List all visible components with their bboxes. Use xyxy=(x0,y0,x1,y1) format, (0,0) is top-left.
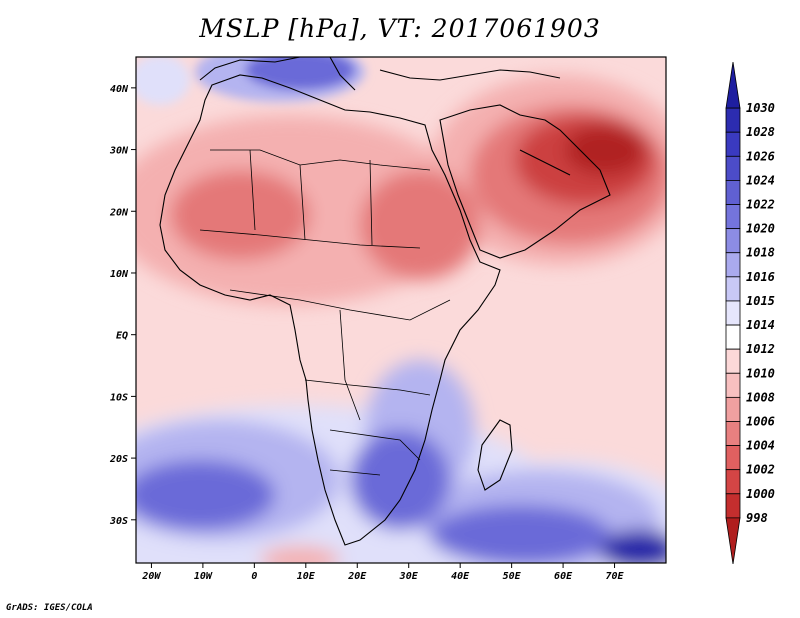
colorbar-level-label: 1010 xyxy=(746,366,775,380)
lat-tick-label: 40N xyxy=(110,84,129,95)
colorbar-swatch xyxy=(725,107,741,133)
colorbar-level-label: 1028 xyxy=(746,125,775,139)
coastlines xyxy=(159,57,611,546)
lat-tick-label: 20N xyxy=(109,207,129,218)
colorbar-swatch xyxy=(725,396,741,422)
colorbar-level-label: 1015 xyxy=(746,294,775,308)
colorbar: 1030 1028 1026 1024 1022 1020 1018 1016 1015 1014… xyxy=(725,61,775,565)
colorbar-swatch xyxy=(725,131,741,157)
lon-tick-label: 10W xyxy=(194,571,213,582)
map-frame xyxy=(135,56,667,564)
lon-tick-label: 30E xyxy=(399,571,419,582)
lon-tick-label: 70E xyxy=(606,571,625,582)
colorbar-level-label: 1026 xyxy=(746,149,775,163)
colorbar-swatch xyxy=(725,348,741,374)
footer-credit: GrADS: IGES/COLA xyxy=(6,603,93,613)
lon-tick-label: 0 xyxy=(251,571,257,582)
longitude-axis: 20W 10W 0 10E 20E 30E 40E 50E 60E 70E xyxy=(141,563,625,582)
lat-tick-label: 30N xyxy=(109,146,129,157)
field-indian-core xyxy=(430,505,610,563)
colorbar-level-label: 1022 xyxy=(746,198,775,212)
colorbar-level-label: 1002 xyxy=(746,463,775,477)
colorbar-level-label: 1030 xyxy=(746,101,775,115)
field-sahel-low xyxy=(170,170,310,260)
field-iran-low-core xyxy=(565,125,645,175)
latitude-axis: 40N 30N 20N 10N EQ 10S 20S 30S xyxy=(109,84,136,527)
field-southern-africa-high xyxy=(350,430,450,530)
lat-tick-label: 10S xyxy=(110,392,128,403)
field-cape-low-patch xyxy=(260,546,340,563)
colorbar-swatch xyxy=(725,252,741,278)
colorbar-level-label: 1018 xyxy=(746,246,775,260)
lat-tick-label: 20S xyxy=(109,454,128,465)
lon-tick-label: 50E xyxy=(503,571,522,582)
colorbar-swatch xyxy=(725,493,741,519)
colorbar-level-label: 1020 xyxy=(746,222,775,236)
lat-tick-label: 10N xyxy=(110,269,129,280)
lon-tick-label: 20E xyxy=(347,571,367,582)
persian-gulf xyxy=(519,149,571,176)
colorbar-swatch xyxy=(725,228,741,254)
colorbar-level-label: 1006 xyxy=(746,414,775,428)
colorbar-swatch xyxy=(725,372,741,398)
lat-tick-label: EQ xyxy=(116,331,128,342)
madagascar-coastline xyxy=(477,419,513,491)
lon-tick-label: 10E xyxy=(297,571,316,582)
lat-tick-label: 30S xyxy=(109,516,128,527)
field-atlantic-high-north xyxy=(136,57,190,105)
arabia-coastline xyxy=(439,104,611,259)
colorbar-swatch xyxy=(725,180,741,205)
colorbar-swatch xyxy=(725,276,741,302)
colorbar-swatch xyxy=(725,155,741,181)
map-title: MSLP [hPa], VT: 2017061903 xyxy=(199,14,601,43)
colorbar-level-label: 1000 xyxy=(746,487,775,501)
colorbar-swatch xyxy=(725,204,741,230)
field-sudan-low xyxy=(360,170,480,280)
colorbar-swatch xyxy=(725,469,741,495)
pressure-field xyxy=(136,57,666,563)
europe-coastline xyxy=(199,57,561,91)
field-south-atlantic-core xyxy=(136,460,275,530)
colorbar-level-label: 1024 xyxy=(746,173,775,187)
colorbar-level-label: 1012 xyxy=(746,342,775,356)
colorbar-swatch xyxy=(725,445,741,471)
africa-coastline xyxy=(159,74,501,546)
colorbar-level-label: 1004 xyxy=(746,439,775,453)
colorbar-swatch xyxy=(725,300,741,326)
colorbar-level-label: 998 xyxy=(746,511,768,525)
colorbar-level-label: 1014 xyxy=(746,318,775,332)
lon-tick-label: 20W xyxy=(141,571,161,582)
lon-tick-label: 40E xyxy=(451,571,470,582)
colorbar-level-label: 1016 xyxy=(746,270,775,284)
colorbar-swatch-top-arrow xyxy=(725,61,741,109)
colorbar-level-label: 1008 xyxy=(746,390,775,404)
country-borders xyxy=(199,149,451,476)
colorbar-swatch xyxy=(725,421,741,446)
colorbar-swatch-bottom-arrow xyxy=(725,517,741,565)
lon-tick-label: 60E xyxy=(554,571,573,582)
colorbar-swatch xyxy=(725,324,741,350)
field-indian-core-deep xyxy=(600,530,666,563)
field-mediterranean-high xyxy=(245,57,355,90)
